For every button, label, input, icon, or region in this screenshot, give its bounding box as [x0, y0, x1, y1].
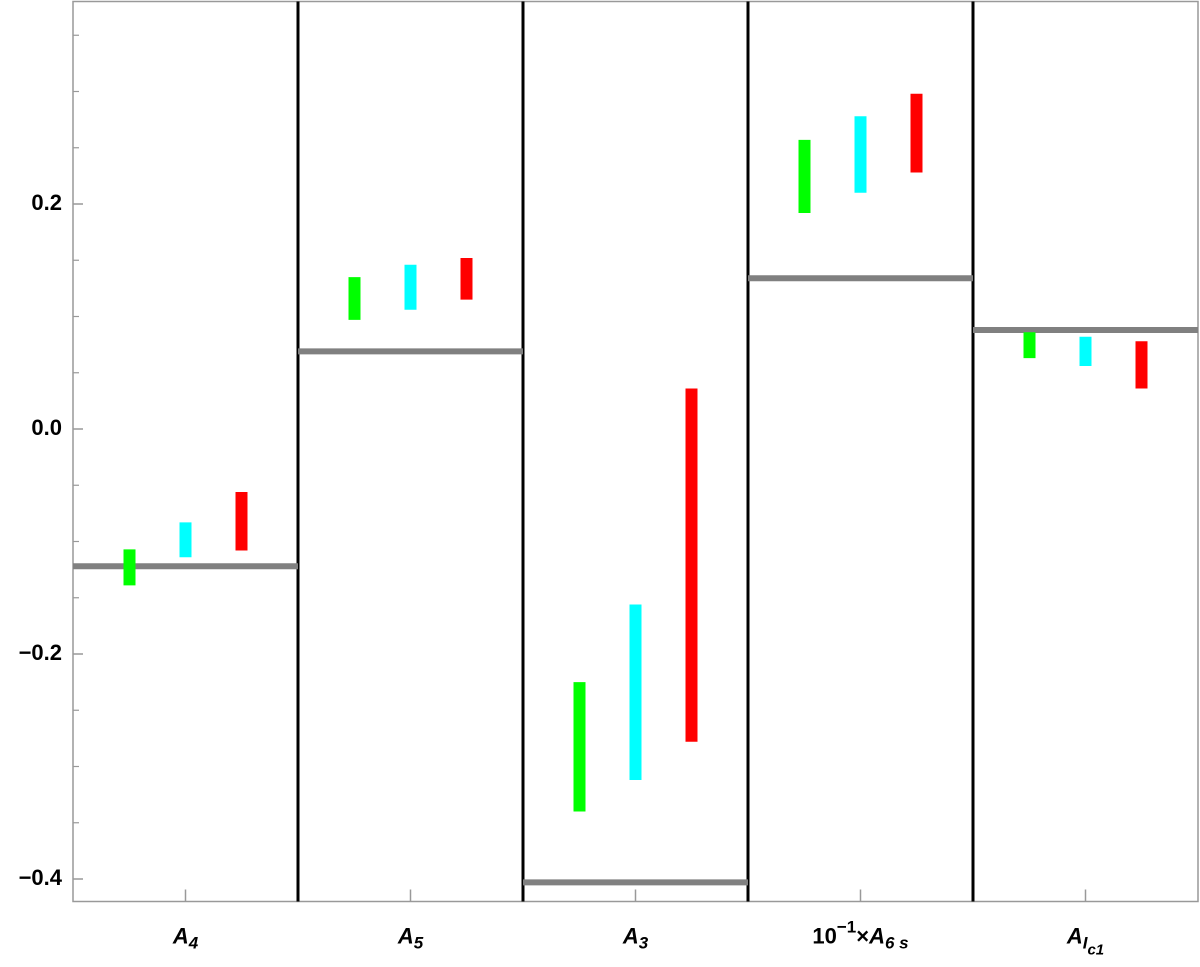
label-part: I: [1083, 934, 1089, 953]
range-bar: [798, 139, 811, 213]
range-bar: [1135, 341, 1148, 389]
label-part: 10: [812, 923, 836, 948]
range-bar: [179, 522, 192, 558]
x-tick-label: AIc1: [1066, 923, 1104, 958]
y-tick-label: −0.2: [19, 640, 62, 665]
x-tick-label: A4: [172, 923, 199, 953]
label-part: A: [172, 923, 189, 948]
range-bar: [460, 258, 473, 300]
range-bar: [854, 116, 867, 193]
label-part: 4: [188, 934, 199, 953]
label-part: c1: [1087, 941, 1104, 958]
y-tick-label: 0.2: [31, 190, 62, 215]
range-bar: [348, 277, 361, 320]
range-bar: [1079, 336, 1092, 366]
x-tick-label: A5: [397, 923, 424, 953]
range-bar: [573, 682, 586, 812]
range-bar: [404, 264, 417, 310]
label-part: ×: [856, 923, 869, 948]
range-bar: [1023, 332, 1036, 359]
x-tick-label: A3: [622, 923, 649, 953]
range-bar: [235, 492, 248, 551]
y-tick-label: −0.4: [19, 865, 63, 890]
label-part: A: [1066, 923, 1083, 948]
range-bar: [123, 549, 136, 586]
label-part: A: [622, 923, 639, 948]
label-part: 3: [639, 934, 649, 953]
label-part: 6 s: [885, 934, 909, 953]
range-bar: [629, 604, 642, 780]
label-part: 5: [414, 934, 424, 953]
range-bar: [685, 388, 698, 742]
x-tick-label: 10−1×A6 s: [812, 918, 908, 953]
label-part: A: [397, 923, 414, 948]
label-part: A: [868, 923, 885, 948]
y-tick-label: 0.0: [31, 415, 62, 440]
label-part: −1: [837, 918, 856, 937]
range-bar: [910, 93, 923, 173]
